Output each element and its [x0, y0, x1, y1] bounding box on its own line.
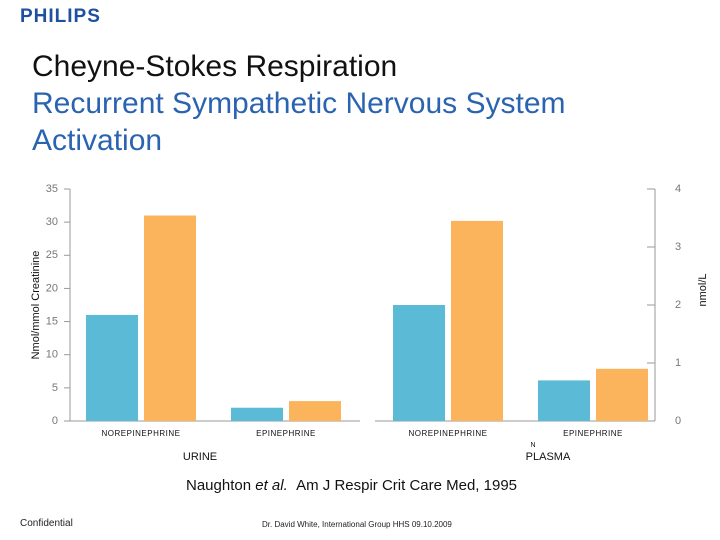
x-tick-label: EPINEPHRINE: [563, 429, 623, 438]
title: Cheyne-Stokes Respiration: [32, 50, 398, 83]
bar: [289, 401, 341, 421]
x-tick-label: EPINEPHRINE: [256, 429, 316, 438]
citation-author: Naughton: [186, 477, 252, 494]
citation: Naughton et al. Am J Respir Crit Care Me…: [186, 477, 517, 494]
subtitle: Activation: [32, 124, 163, 157]
group-label: PLASMA: [526, 451, 571, 463]
y-tick-label: 0: [52, 415, 58, 427]
y2-tick-label: 2: [675, 299, 681, 311]
y-axis-label: Nmol/mmol Creatinine: [30, 251, 42, 360]
y-tick-label: 15: [46, 315, 58, 327]
y2-tick-label: 3: [675, 241, 681, 253]
bar: [86, 314, 138, 421]
subtitle: Recurrent Sympathetic Nervous System: [32, 87, 566, 120]
y-tick-label: 20: [46, 282, 58, 294]
footer-center: Dr. David White, International Group HHS…: [262, 520, 452, 529]
citation-source: Am J Respir Crit Care Med, 1995: [296, 477, 518, 494]
y2-axis-label: nmol/L: [697, 273, 709, 306]
bar: [596, 368, 648, 421]
title-block: Cheyne-Stokes Respiration Recurrent Symp…: [32, 48, 566, 159]
bar: [231, 407, 283, 421]
bar: [538, 380, 590, 421]
y2-tick-label: 0: [675, 415, 681, 427]
y-tick-label: 5: [52, 382, 58, 394]
footer-left: Confidential: [20, 518, 73, 529]
bar: [144, 215, 196, 421]
group-label: URINE: [183, 451, 217, 463]
y-tick-label: 10: [46, 349, 58, 361]
citation-etal: et al.: [255, 477, 288, 494]
bar: [393, 305, 445, 421]
y-tick-label: 30: [46, 216, 58, 228]
chart: Nmol/mmol Creatinine nmol/L URINE PLASMA…: [30, 183, 709, 463]
y-tick-label: 25: [46, 249, 58, 261]
y-tick-label: 35: [46, 183, 58, 195]
y2-tick-label: 4: [675, 183, 681, 195]
marker: N: [530, 442, 535, 449]
bar: [451, 220, 503, 421]
logo: PHILIPS: [20, 6, 101, 27]
x-tick-label: NOREPINEPHRINE: [408, 429, 487, 438]
x-tick-label: NOREPINEPHRINE: [101, 429, 180, 438]
y2-tick-label: 1: [675, 357, 681, 369]
